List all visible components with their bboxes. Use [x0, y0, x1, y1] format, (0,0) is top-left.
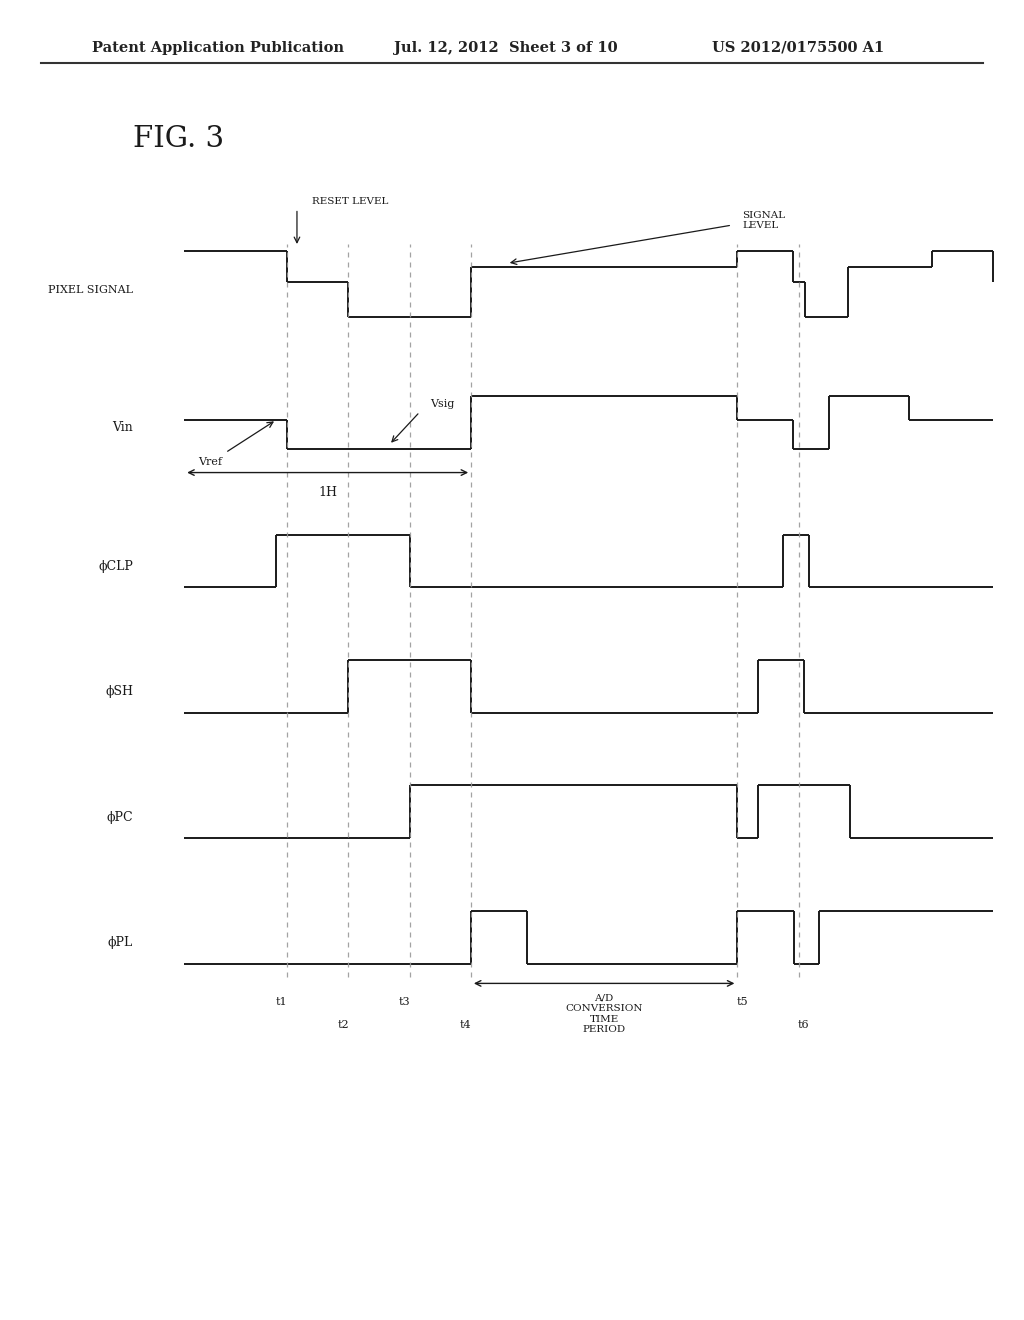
Text: t6: t6	[798, 1020, 810, 1031]
Text: t1: t1	[275, 997, 288, 1007]
Text: ϕPL: ϕPL	[108, 936, 133, 949]
Text: t4: t4	[460, 1020, 472, 1031]
Text: ϕSH: ϕSH	[105, 685, 133, 698]
Text: Jul. 12, 2012  Sheet 3 of 10: Jul. 12, 2012 Sheet 3 of 10	[394, 41, 617, 54]
Text: Vref: Vref	[198, 457, 222, 467]
Text: A/D
CONVERSION
TIME
PERIOD: A/D CONVERSION TIME PERIOD	[565, 994, 643, 1034]
Text: 1H: 1H	[318, 486, 337, 499]
Text: t5: t5	[736, 997, 749, 1007]
Text: SIGNAL
LEVEL: SIGNAL LEVEL	[742, 211, 785, 230]
Text: Patent Application Publication: Patent Application Publication	[92, 41, 344, 54]
Text: t2: t2	[337, 1020, 349, 1031]
Text: ϕCLP: ϕCLP	[98, 560, 133, 573]
Text: t3: t3	[398, 997, 411, 1007]
Text: PIXEL SIGNAL: PIXEL SIGNAL	[48, 285, 133, 296]
Text: RESET LEVEL: RESET LEVEL	[312, 197, 389, 206]
Text: ϕPC: ϕPC	[106, 810, 133, 824]
Text: FIG. 3: FIG. 3	[133, 124, 224, 153]
Text: US 2012/0175500 A1: US 2012/0175500 A1	[712, 41, 884, 54]
Text: Vin: Vin	[113, 421, 133, 434]
Text: Vsig: Vsig	[430, 399, 455, 409]
